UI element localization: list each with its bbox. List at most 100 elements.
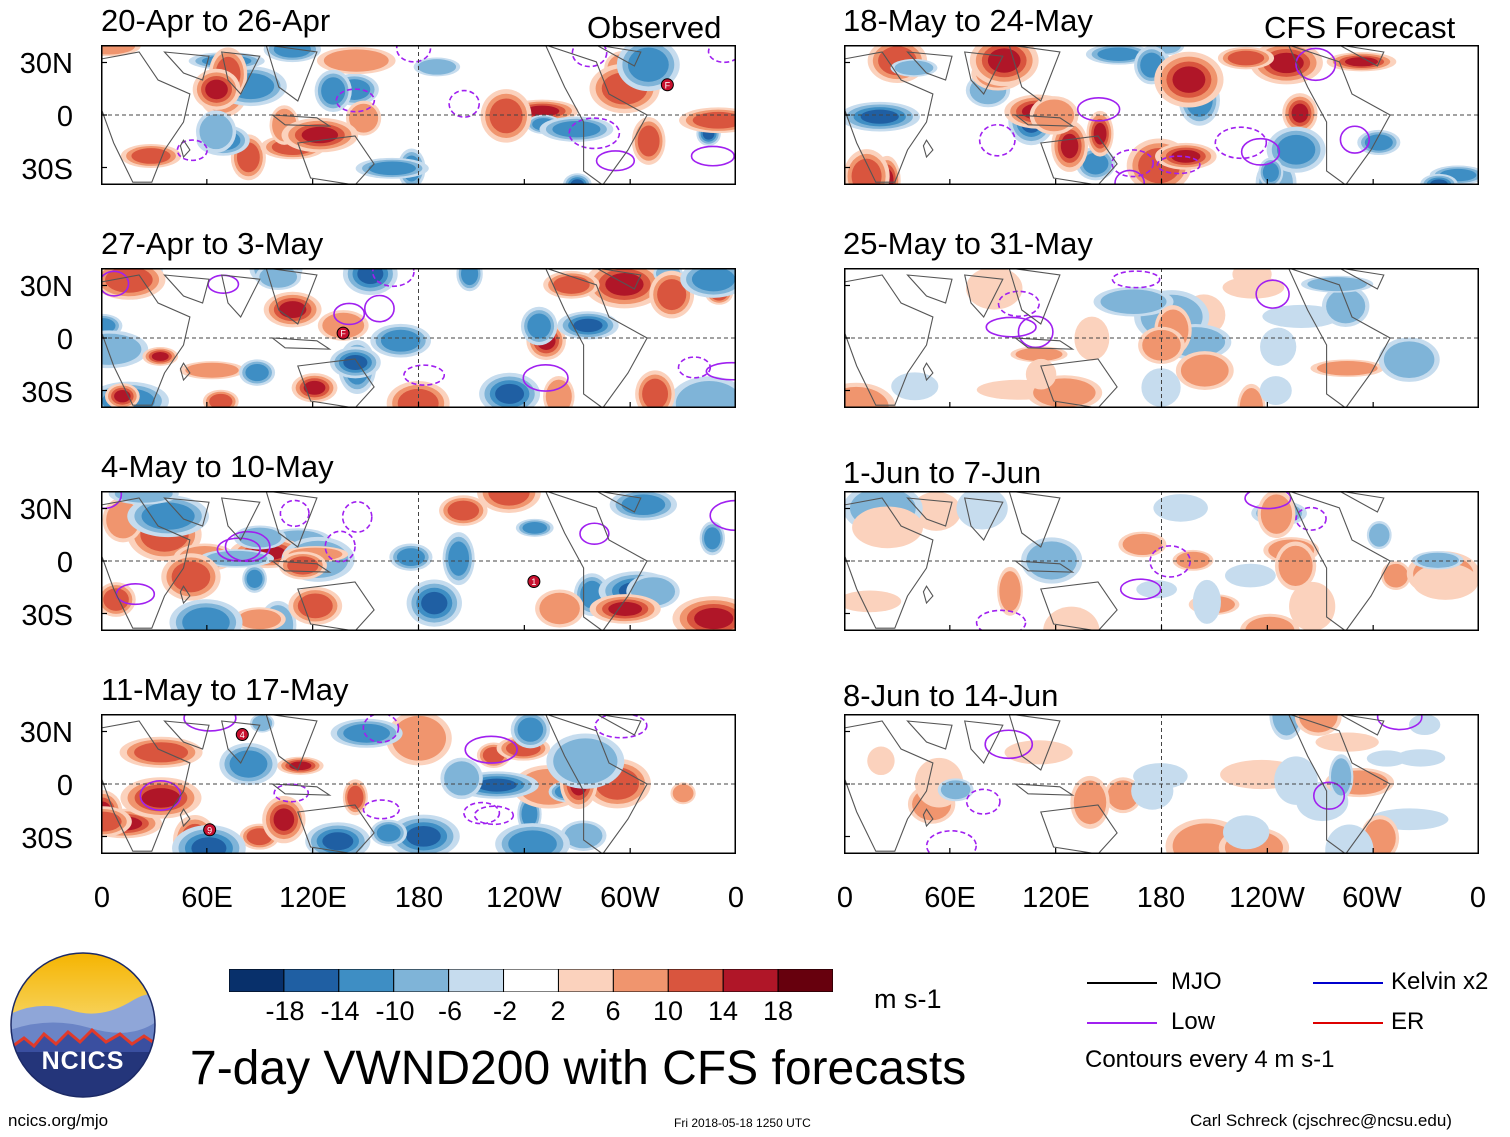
forecast-label: CFS Forecast: [1264, 10, 1456, 45]
storm-label: F: [340, 329, 346, 339]
negative-anomaly: [1326, 288, 1366, 324]
coastline: [1040, 358, 1118, 408]
coastline: [297, 358, 375, 408]
map-obs-3: 1: [101, 491, 736, 631]
map-obs-4: 94: [101, 714, 736, 854]
cb-tick-2: 2: [550, 996, 566, 1026]
panel-title-fc-4: 8-Jun to 14-Jun: [843, 678, 1059, 713]
negative-anomaly: [182, 607, 230, 631]
coastline: [297, 581, 375, 631]
positive-anomaly: [1015, 347, 1063, 361]
coastline: [1040, 135, 1118, 185]
positive-anomaly: [1074, 316, 1110, 361]
low-contour: [363, 294, 395, 323]
coastline: [844, 720, 934, 852]
panel-fc-4: [844, 714, 1479, 854]
negative-anomaly: [205, 550, 268, 567]
colorbar-swatch: [722, 968, 779, 993]
positive-anomaly: [323, 49, 389, 72]
cb-tick-m18: -18: [265, 996, 305, 1026]
coastline: [1287, 714, 1391, 854]
legend-mjo-label: MJO: [1171, 968, 1222, 995]
low-contour: [101, 270, 130, 297]
low-contour: [1339, 125, 1371, 154]
panel-obs-2: F: [101, 268, 736, 408]
negative-anomaly: [191, 837, 227, 854]
legend-low-label: Low: [1171, 1008, 1216, 1035]
positive-anomaly: [694, 607, 734, 630]
negative-anomaly: [894, 60, 934, 76]
negative-anomaly: [141, 502, 195, 530]
low-contour: [183, 714, 237, 732]
xlab-right-60w: 60W: [1342, 882, 1402, 914]
positive-anomaly: [1316, 361, 1378, 376]
low-contour: [1376, 714, 1423, 731]
positive-anomaly: [524, 105, 560, 117]
coastline: [1013, 783, 1075, 796]
coastline: [922, 139, 934, 159]
panel-fc-1: [844, 45, 1479, 185]
low-contour: [1111, 149, 1155, 178]
map-frame: [844, 268, 1479, 408]
coastline: [963, 720, 1004, 764]
coastline: [1008, 268, 1061, 325]
negative-anomaly: [101, 318, 116, 334]
map-frame: [101, 491, 736, 631]
ylab-o2-0: 0: [56, 324, 73, 356]
coastline: [297, 135, 375, 185]
positive-anomaly: [1269, 52, 1304, 74]
low-contour: [690, 145, 735, 167]
positive-anomaly: [1260, 494, 1293, 534]
negative-anomaly: [273, 45, 312, 58]
negative-anomaly: [1330, 758, 1352, 796]
low-contour: [1312, 781, 1346, 810]
negative-anomaly: [1225, 563, 1276, 588]
coastline: [270, 114, 332, 127]
map-fc-4: [844, 714, 1479, 854]
positive-anomaly: [1222, 276, 1285, 299]
positive-anomaly: [852, 506, 924, 549]
low-contour: [463, 801, 501, 825]
coastline: [163, 497, 210, 527]
xlab-left-120w: 120W: [486, 882, 562, 914]
negative-anomaly: [675, 381, 736, 408]
main-title: 7-day VWND200 with CFS forecasts: [190, 1042, 967, 1095]
positive-anomaly: [642, 378, 669, 408]
negative-anomaly: [1133, 763, 1188, 790]
negative-anomaly: [940, 780, 971, 800]
negative-anomaly: [406, 826, 441, 847]
positive-anomaly: [1289, 581, 1336, 631]
negative-anomaly: [552, 120, 601, 138]
positive-anomaly: [287, 556, 319, 575]
positive-anomaly: [1060, 133, 1079, 159]
ylab-o4-0: 0: [56, 770, 73, 802]
coastline: [1339, 491, 1385, 513]
panel-title-obs-2: 27-Apr to 3-May: [101, 226, 324, 261]
panel-title-fc-2: 25-May to 31-May: [843, 226, 1093, 261]
negative-anomaly: [860, 109, 899, 124]
xlab-left-60e: 60E: [181, 882, 233, 914]
xlab-right-60e: 60E: [924, 882, 976, 914]
negative-anomaly: [1026, 541, 1077, 580]
negative-anomaly: [517, 717, 544, 742]
panel-title-obs-4: 11-May to 17-May: [101, 672, 349, 707]
low-contour: [279, 499, 310, 528]
footer-url[interactable]: ncics.org/mjo: [8, 1111, 109, 1130]
coastline: [906, 274, 953, 304]
negative-anomaly: [1082, 152, 1109, 175]
panel-fc-3: [844, 491, 1479, 631]
cb-tick-6: 6: [605, 996, 621, 1026]
negative-anomaly: [380, 329, 421, 352]
colorbar-swatch: [283, 968, 340, 993]
ylab-o4-30s: 30S: [21, 823, 73, 855]
low-contour: [568, 117, 621, 150]
negative-anomaly: [1262, 162, 1279, 182]
panel-obs-3: 1: [101, 491, 736, 631]
low-contour: [571, 45, 608, 68]
coastline: [922, 808, 934, 828]
coastline: [963, 274, 1004, 318]
negative-anomaly: [1369, 523, 1390, 547]
storm-label: 9: [207, 825, 212, 835]
legend-kelvin-label: Kelvin x2: [1391, 968, 1489, 995]
